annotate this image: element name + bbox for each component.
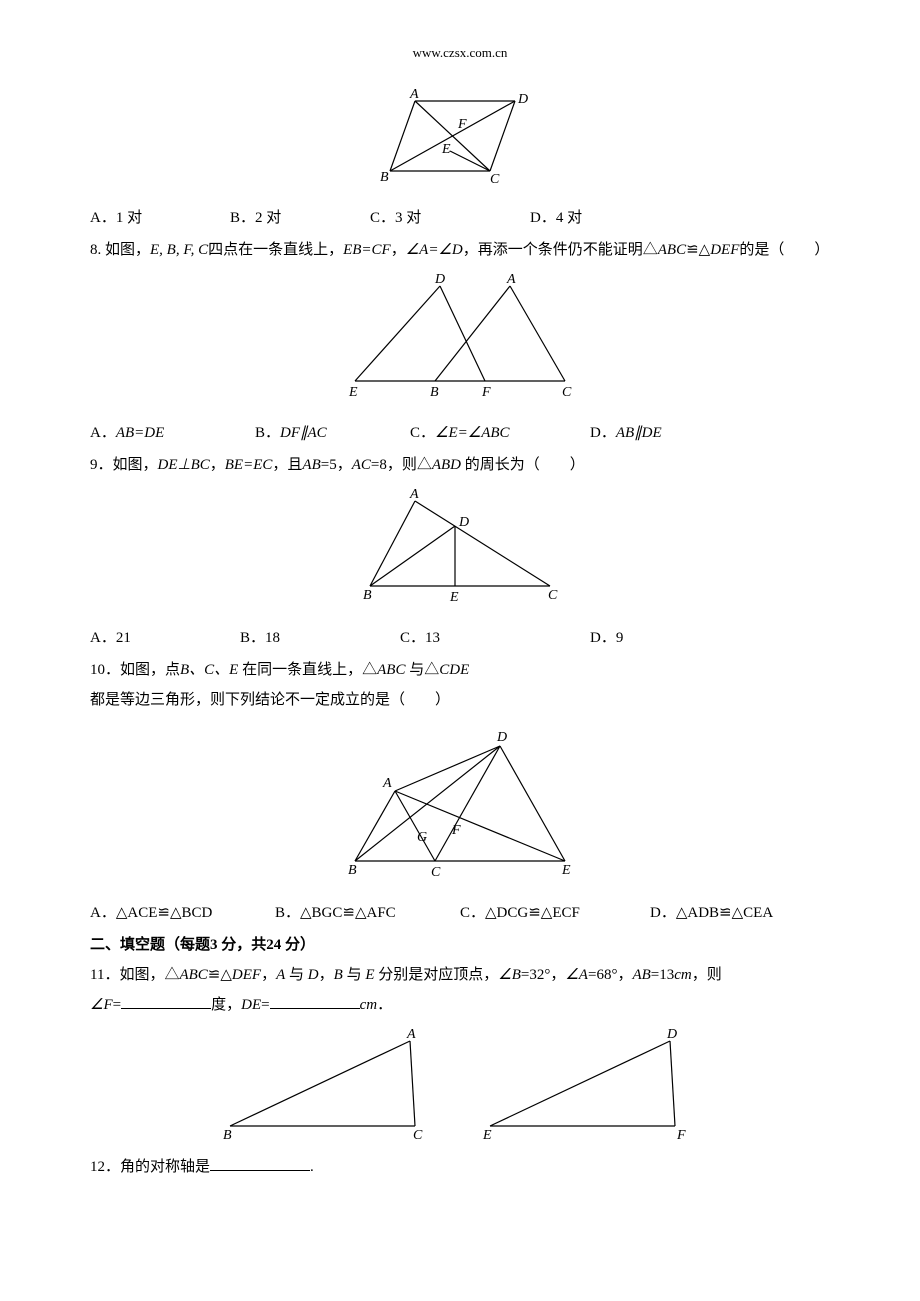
q8-stem: 8. 如图，E, B, F, C四点在一条直线上，EB=CF，∠A=∠D，再添一…	[90, 235, 830, 265]
label-a: A	[406, 1027, 416, 1042]
label-c: C	[490, 172, 500, 186]
q8-opt-d: D．AB∥DE	[590, 418, 662, 448]
q8-s10: DEF	[710, 242, 739, 258]
q10-opt-a: A．△ACE≌△BCD	[90, 898, 275, 928]
label-c: C	[431, 865, 441, 880]
q8-s5: ，	[391, 242, 406, 258]
q11-line2: ∠F=度，DE=cm．	[90, 990, 830, 1020]
q8-s2: E, B, F, C	[150, 242, 208, 258]
label-e: E	[482, 1128, 492, 1143]
label-a: A	[409, 487, 419, 502]
q11-figure: A B C D E F	[90, 1026, 830, 1146]
page: www.czsx.com.cn A D B C F E A．1 对 B．2 对 …	[0, 0, 920, 1222]
label-f: F	[451, 823, 461, 838]
q10-opt-b: B．△BGC≌△AFC	[275, 898, 460, 928]
label-e: E	[449, 590, 459, 605]
q8-s4: EB=CF	[343, 242, 391, 258]
q8-s8: ABC	[658, 242, 686, 258]
q11-blank1	[121, 993, 211, 1009]
q7-options: A．1 对 B．2 对 C．3 对 D．4 对	[90, 203, 830, 233]
q9-stem: 9．如图，DE⊥BC，BE=EC，且AB=5，AC=8，则△ABD 的周长为（ …	[90, 450, 830, 480]
q9-opt-d: D．9	[590, 623, 623, 653]
q10-options: A．△ACE≌△BCD B．△BGC≌△AFC C．△DCG≌△ECF D．△A…	[90, 898, 830, 928]
label-d: D	[517, 92, 528, 107]
q7-figure: A D B C F E	[90, 86, 830, 197]
q8-s11: 的是（ ）	[739, 242, 829, 258]
q7-opt-b: B．2 对	[230, 203, 370, 233]
label-a: A	[409, 87, 419, 102]
q7-opt-d: D．4 对	[530, 203, 582, 233]
q10-stem: 10．如图，点B、C、E 在同一条直线上，△ABC 与△CDE 都是等边三角形，…	[90, 655, 830, 715]
q7-opt-c: C．3 对	[370, 203, 530, 233]
q10-figure: A D B C E G F	[90, 721, 830, 892]
label-d: D	[458, 515, 469, 530]
q8-s1: 8. 如图，	[90, 242, 150, 258]
label-a: A	[382, 776, 392, 791]
label-c: C	[413, 1128, 423, 1143]
q12-stem: 12．角的对称轴是.	[90, 1152, 830, 1182]
q12-blank	[210, 1155, 310, 1171]
label-f: F	[457, 117, 467, 132]
label-e: E	[441, 142, 451, 157]
q8-opt-b: B．DF∥AC	[255, 418, 410, 448]
q8-s3: 四点在一条直线上，	[208, 242, 343, 258]
q11-blank2	[270, 993, 360, 1009]
q8-s7: ，再添一个条件仍不能证明△	[463, 242, 658, 258]
label-a: A	[506, 272, 516, 287]
q8-options: A．AB=DE B．DF∥AC C．∠E=∠ABC D．AB∥DE	[90, 418, 830, 448]
q9-figure: A D B E C	[90, 486, 830, 617]
q11-stem: 11．如图，△ABC≌△DEF，A 与 D，B 与 E 分别是对应顶点，∠B=3…	[90, 960, 830, 990]
label-e: E	[348, 385, 358, 400]
label-d: D	[496, 730, 507, 745]
label-b: B	[380, 170, 389, 185]
q10-opt-d: D．△ADB≌△CEA	[650, 898, 773, 928]
label-d: D	[434, 272, 445, 287]
q9-options: A．21 B．18 C．13 D．9	[90, 623, 830, 653]
q8-s9: ≌△	[686, 242, 710, 258]
label-b: B	[223, 1128, 232, 1143]
label-b: B	[363, 588, 372, 603]
header-url: www.czsx.com.cn	[90, 40, 830, 66]
label-c: C	[562, 385, 572, 400]
label-f: F	[676, 1128, 686, 1143]
q9-opt-b: B．18	[240, 623, 400, 653]
q8-s6: ∠A=∠D	[406, 242, 463, 258]
q8-opt-c: C．∠E=∠ABC	[410, 418, 590, 448]
label-b: B	[430, 385, 439, 400]
label-e: E	[561, 863, 571, 878]
q7-opt-a: A．1 对	[90, 203, 230, 233]
label-f: F	[481, 385, 491, 400]
label-c: C	[548, 588, 558, 603]
label-b: B	[348, 863, 357, 878]
q9-opt-c: C．13	[400, 623, 590, 653]
q8-figure: D A E B F C	[90, 271, 830, 412]
q10-opt-c: C．△DCG≌△ECF	[460, 898, 650, 928]
label-g: G	[417, 830, 427, 845]
q9-opt-a: A．21	[90, 623, 240, 653]
section2-title: 二、填空题（每题3 分，共24 分）	[90, 930, 830, 960]
label-d: D	[666, 1027, 677, 1042]
q8-opt-a: A．AB=DE	[90, 418, 255, 448]
